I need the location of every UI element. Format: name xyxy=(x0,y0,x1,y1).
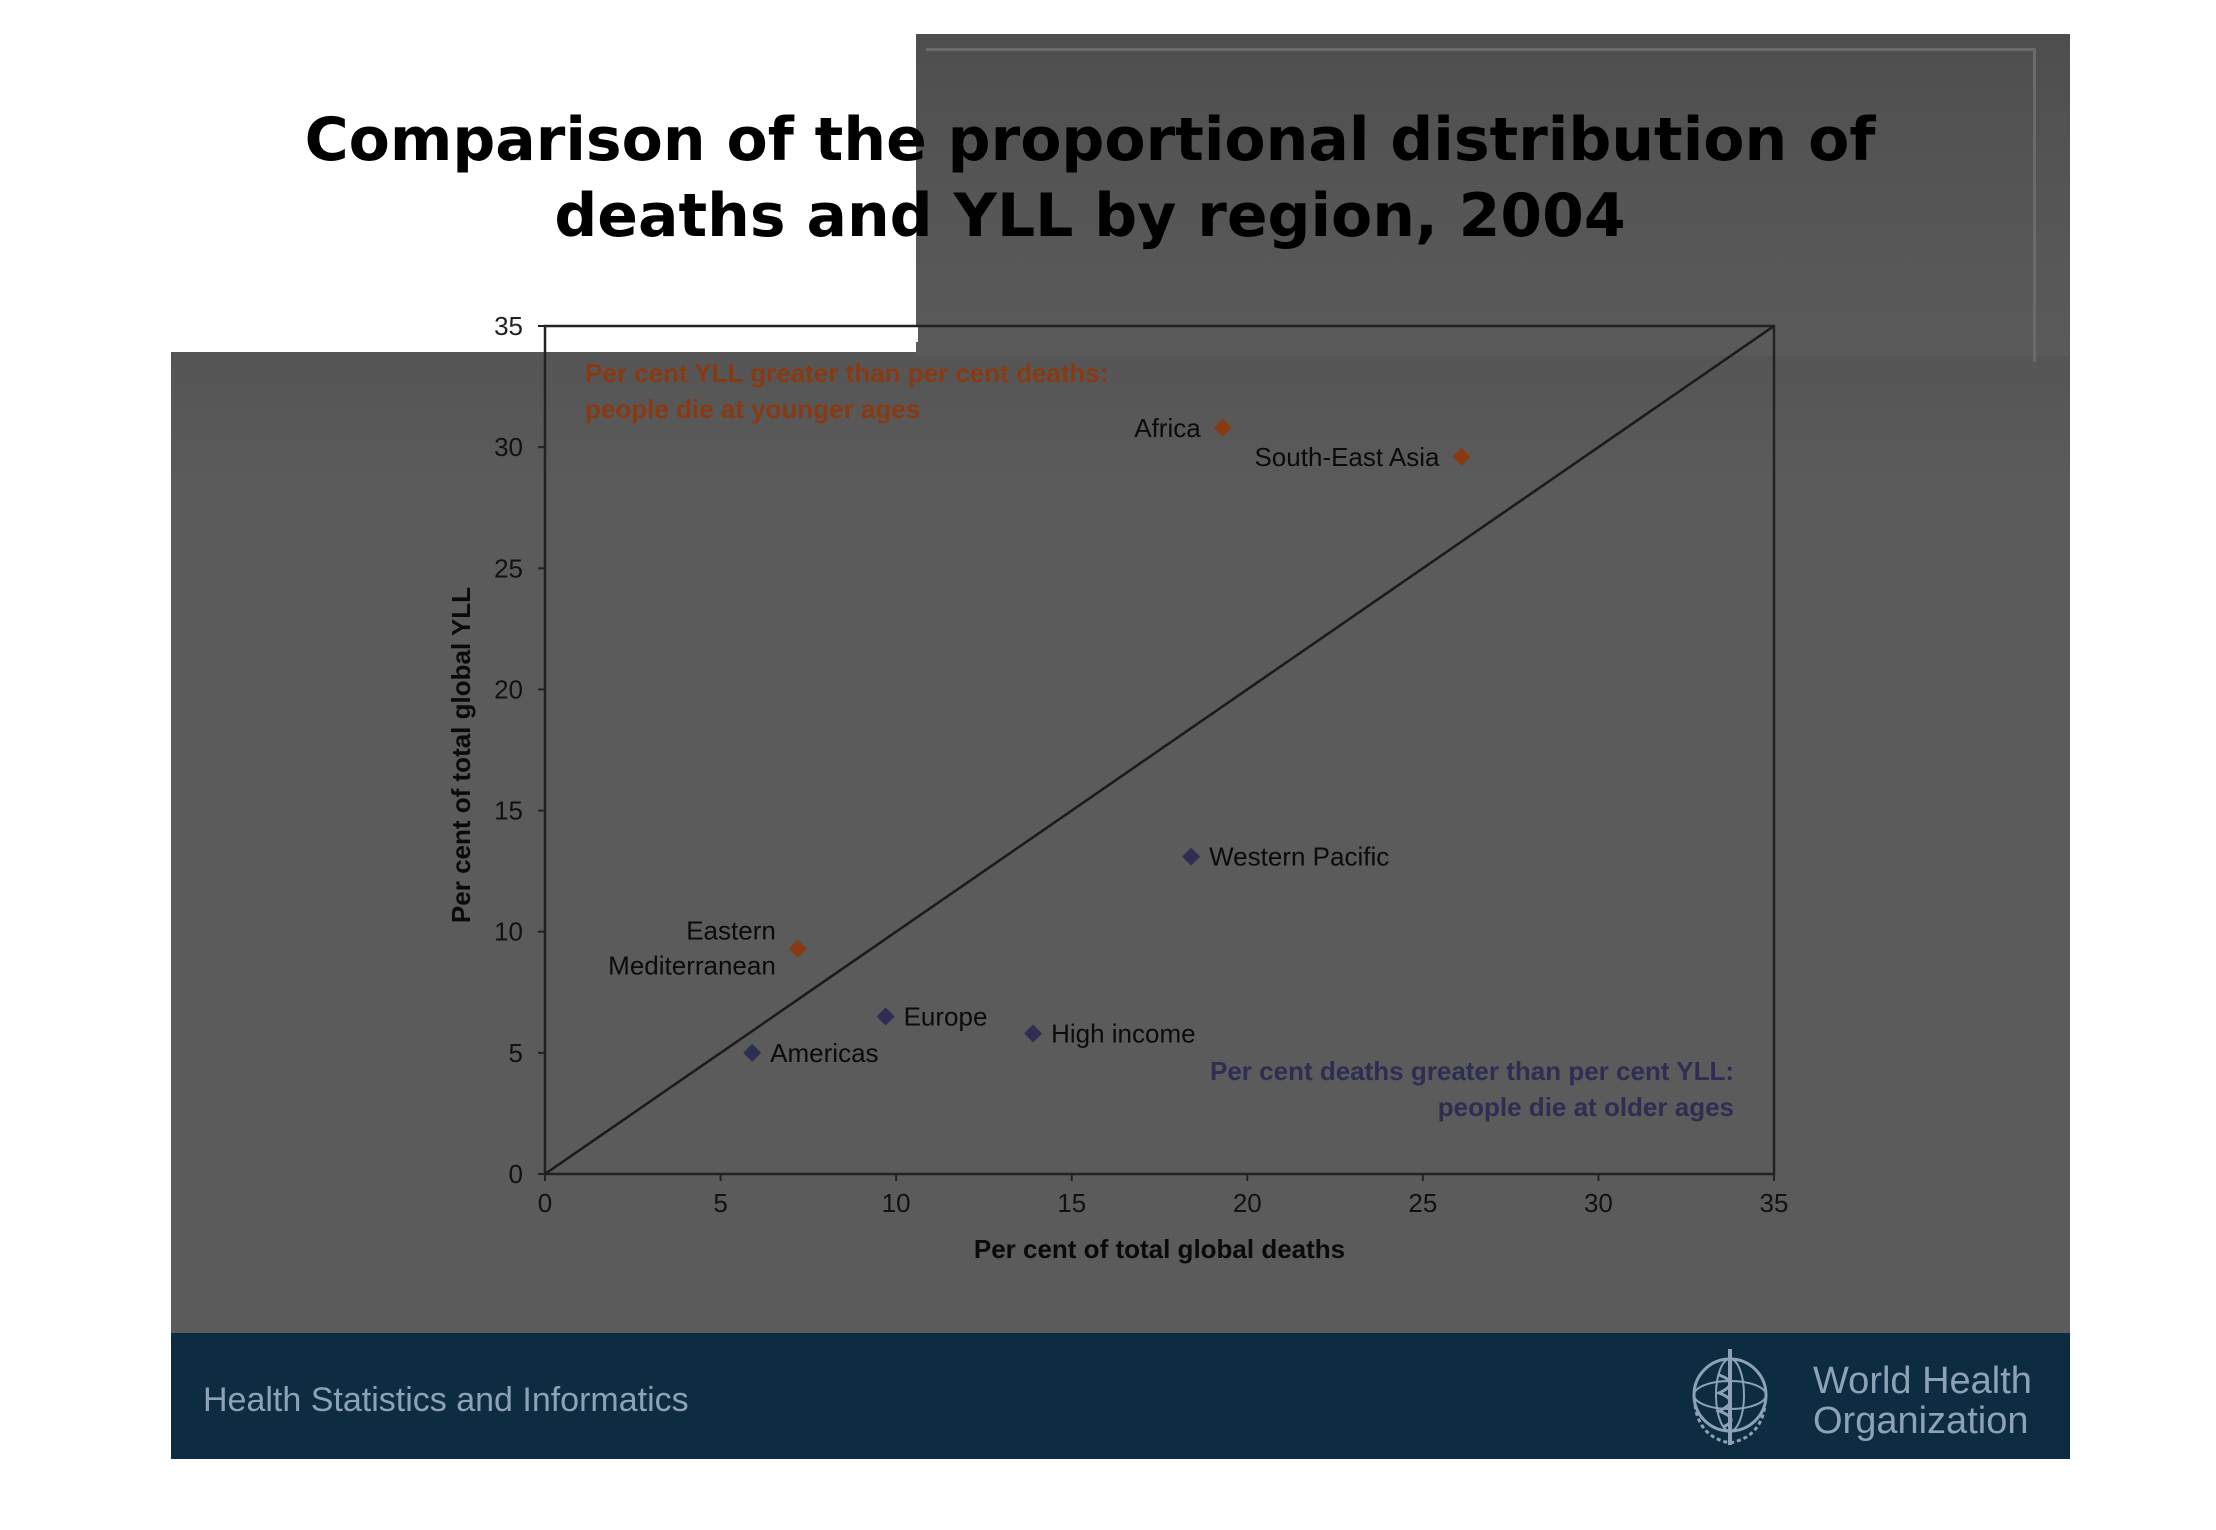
annotation-younger: people die at younger ages xyxy=(585,394,920,424)
page-title-line-2: deaths and YLL by region, 2004 xyxy=(554,181,1626,251)
annotation-younger: Per cent YLL greater than per cent death… xyxy=(585,358,1109,388)
data-point-marker xyxy=(743,1043,762,1062)
plot-frame xyxy=(543,324,1776,1176)
data-point-label: Americas xyxy=(770,1038,878,1068)
data-point-label: Eastern xyxy=(686,916,776,946)
page-title-line-1: Comparison of the proportional distribut… xyxy=(304,105,1876,175)
slide-background-upper xyxy=(916,34,2070,362)
y-tick-label: 10 xyxy=(494,917,523,947)
data-point-marker xyxy=(1452,447,1471,466)
page-title: Comparison of the proportional distribut… xyxy=(250,102,1930,254)
x-tick-label: 0 xyxy=(538,1188,552,1218)
x-tick-label: 15 xyxy=(1057,1188,1086,1218)
data-point-marker xyxy=(1182,847,1201,866)
x-tick-label: 35 xyxy=(1760,1188,1789,1218)
who-emblem-icon xyxy=(1692,1349,1768,1445)
x-tick-label: 30 xyxy=(1584,1188,1613,1218)
footer-band: Health Statistics and Informatics World … xyxy=(171,1333,2070,1459)
y-tick-label: 25 xyxy=(494,553,523,583)
plot-top-strip xyxy=(545,326,918,342)
y-tick-label: 30 xyxy=(494,432,523,462)
y-tick-label: 20 xyxy=(494,674,523,704)
y-tick-label: 35 xyxy=(494,311,523,341)
x-tick-label: 5 xyxy=(713,1188,727,1218)
footer-department-text: Health Statistics and Informatics xyxy=(203,1381,689,1419)
equality-line xyxy=(544,324,1775,1176)
data-point-marker xyxy=(1024,1024,1043,1043)
data-point-marker xyxy=(876,1007,895,1026)
who-org-name-line-2: Organization xyxy=(1813,1400,2029,1442)
y-tick-label: 0 xyxy=(509,1159,523,1189)
data-point-label: Western Pacific xyxy=(1209,842,1389,872)
x-axis-label: Per cent of total global deaths xyxy=(974,1234,1345,1264)
background-band xyxy=(171,352,2070,472)
data-point-label: South-East Asia xyxy=(1254,442,1440,472)
data-point-label: Mediterranean xyxy=(608,951,776,981)
data-point-label: High income xyxy=(1051,1018,1196,1048)
who-org-name: World Health Organization xyxy=(1813,1361,2032,1441)
who-org-name-line-1: World Health xyxy=(1813,1360,2032,1402)
y-tick-label: 15 xyxy=(494,796,523,826)
annotation-older: people die at older ages xyxy=(1438,1092,1734,1122)
data-point-label: Europe xyxy=(904,1002,988,1032)
x-tick-label: 25 xyxy=(1408,1188,1437,1218)
x-tick-label: 20 xyxy=(1233,1188,1262,1218)
data-point-marker xyxy=(788,939,807,958)
data-point-label: Africa xyxy=(1134,413,1201,443)
data-point-marker xyxy=(1213,418,1232,437)
x-tick-label: 10 xyxy=(882,1188,911,1218)
y-axis-label: Per cent of total global YLL xyxy=(446,587,476,923)
y-tick-label: 5 xyxy=(509,1038,523,1068)
background-frame xyxy=(926,48,2036,362)
slide-background-lower xyxy=(171,352,2070,1457)
annotation-older: Per cent deaths greater than per cent YL… xyxy=(1210,1056,1734,1086)
